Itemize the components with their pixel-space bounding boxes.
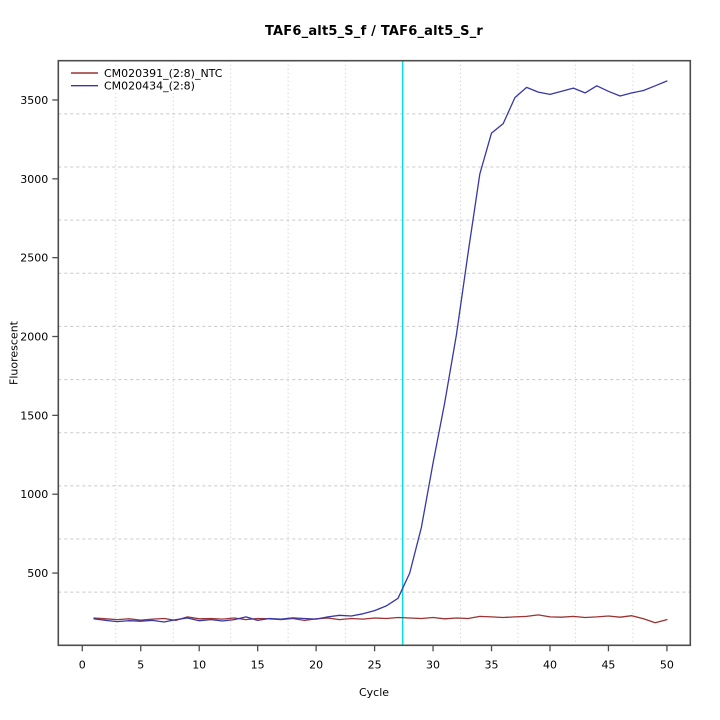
x-tick-label: 15 xyxy=(251,658,265,671)
x-axis-label: Cycle xyxy=(358,686,390,699)
y-axis-label: Fluorescent xyxy=(7,321,21,385)
series-line-1 xyxy=(93,80,668,623)
x-tick-label: 20 xyxy=(309,658,323,671)
y-tick-label: 1500 xyxy=(20,409,48,422)
x-tick-label: 35 xyxy=(485,658,499,671)
y-tick-label: 1000 xyxy=(20,488,48,501)
x-tick-label: 10 xyxy=(192,658,206,671)
x-tick-label: 30 xyxy=(426,658,440,671)
y-tick-label: 3000 xyxy=(20,173,48,186)
page-title: TAF6_alt5_S_f / TAF6_alt5_S_r xyxy=(264,24,484,39)
x-tick-label: 50 xyxy=(660,658,674,671)
series-line-0 xyxy=(93,614,668,624)
legend-label: CM020434_(2:8) xyxy=(104,80,195,93)
x-tick-label: 25 xyxy=(368,658,382,671)
y-tick-label: 2000 xyxy=(20,331,48,344)
x-tick-label: 0 xyxy=(79,658,86,671)
x-tick-label: 40 xyxy=(543,658,557,671)
x-tick-label: 45 xyxy=(601,658,615,671)
y-tick-label: 2500 xyxy=(20,252,48,265)
y-tick-label: 3500 xyxy=(20,94,48,107)
legend-label: CM020391_(2:8)_NTC xyxy=(104,67,223,80)
plot-frame xyxy=(57,59,692,647)
x-tick-label: 5 xyxy=(137,658,144,671)
y-tick-label: 500 xyxy=(27,567,48,580)
